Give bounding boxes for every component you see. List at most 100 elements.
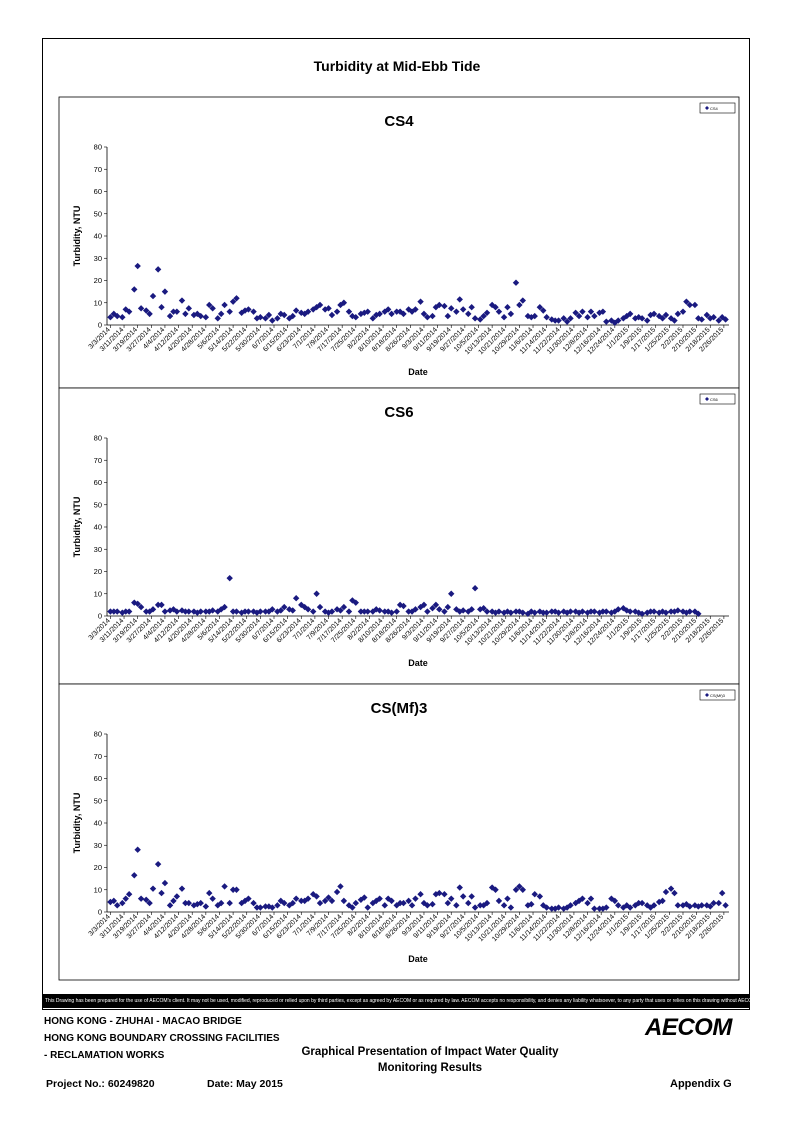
data-point	[519, 609, 527, 616]
data-point	[340, 897, 348, 905]
data-point	[722, 316, 729, 323]
data-point	[635, 314, 642, 321]
data-point	[274, 608, 281, 615]
data-point	[209, 607, 216, 614]
data-point	[158, 601, 165, 609]
y-tick-label: 70	[94, 752, 102, 761]
data-point	[483, 608, 491, 615]
data-point	[722, 902, 729, 909]
data-point	[107, 608, 114, 615]
y-tick-label: 0	[98, 321, 102, 330]
data-point	[345, 902, 353, 909]
data-point	[217, 310, 225, 318]
data-point	[125, 608, 133, 615]
data-point	[381, 902, 388, 909]
data-point	[376, 310, 383, 318]
data-point	[352, 314, 359, 321]
data-point	[292, 595, 300, 602]
data-point	[376, 607, 383, 614]
data-point	[190, 902, 198, 909]
data-point	[274, 902, 281, 909]
y-tick-label: 10	[94, 589, 102, 598]
data-point	[417, 891, 424, 898]
data-point	[173, 893, 181, 900]
y-tick-label: 40	[94, 523, 102, 532]
data-point	[512, 279, 520, 286]
data-point	[221, 883, 228, 890]
data-point	[507, 609, 515, 616]
data-point	[405, 608, 412, 615]
data-point	[321, 608, 329, 615]
data-point	[477, 316, 484, 323]
data-point	[420, 899, 428, 907]
legend-marker	[705, 106, 709, 110]
data-point	[393, 608, 400, 615]
data-point	[710, 899, 717, 907]
data-point	[388, 310, 395, 318]
data-point	[206, 889, 213, 897]
data-point	[584, 609, 591, 616]
data-point	[357, 896, 365, 903]
data-point	[262, 608, 269, 615]
data-point	[178, 885, 186, 892]
data-point	[638, 610, 646, 617]
data-point	[328, 311, 336, 319]
y-tick-label: 60	[94, 478, 102, 487]
data-point	[424, 314, 431, 321]
data-point	[495, 897, 503, 905]
y-axis-label: Turbidity, NTU	[72, 793, 82, 854]
data-point	[337, 883, 344, 890]
y-tick-label: 80	[94, 143, 102, 152]
data-point	[436, 301, 443, 309]
data-point	[480, 312, 487, 320]
data-point	[543, 904, 550, 911]
data-point	[492, 886, 499, 893]
data-point	[245, 895, 252, 902]
data-point	[615, 902, 622, 909]
data-point	[632, 608, 639, 615]
data-point	[328, 897, 336, 905]
data-point	[456, 608, 463, 615]
data-point	[679, 308, 687, 315]
data-point	[257, 904, 264, 911]
data-point	[149, 885, 157, 892]
data-point	[483, 899, 491, 907]
data-point	[659, 897, 666, 905]
data-point	[154, 860, 162, 868]
data-point	[626, 310, 634, 318]
data-point	[420, 601, 428, 609]
data-point	[396, 899, 404, 907]
data-point	[393, 308, 400, 315]
y-tick-label: 50	[94, 209, 102, 218]
data-point	[683, 609, 690, 616]
data-point	[524, 902, 532, 909]
data-point	[424, 608, 431, 615]
data-point	[575, 609, 583, 616]
data-point	[325, 894, 332, 901]
data-point	[277, 607, 285, 614]
data-point	[226, 899, 233, 907]
data-point	[650, 608, 658, 615]
data-point	[507, 310, 515, 318]
data-point	[686, 608, 694, 615]
data-point	[575, 312, 583, 320]
data-point	[197, 608, 204, 615]
data-point	[644, 902, 651, 909]
data-point	[707, 903, 714, 910]
data-point	[516, 883, 523, 890]
data-point	[608, 895, 615, 902]
data-point	[166, 902, 174, 909]
data-point	[233, 886, 240, 893]
data-point	[202, 608, 210, 615]
data-point	[659, 315, 666, 322]
data-point	[134, 846, 141, 853]
data-point	[364, 608, 371, 615]
data-point	[349, 904, 356, 911]
data-point	[408, 608, 416, 615]
data-point	[292, 307, 300, 314]
data-point	[194, 310, 201, 318]
data-point	[591, 905, 598, 912]
data-point	[659, 608, 666, 615]
data-point	[507, 904, 515, 911]
data-point	[448, 305, 455, 312]
